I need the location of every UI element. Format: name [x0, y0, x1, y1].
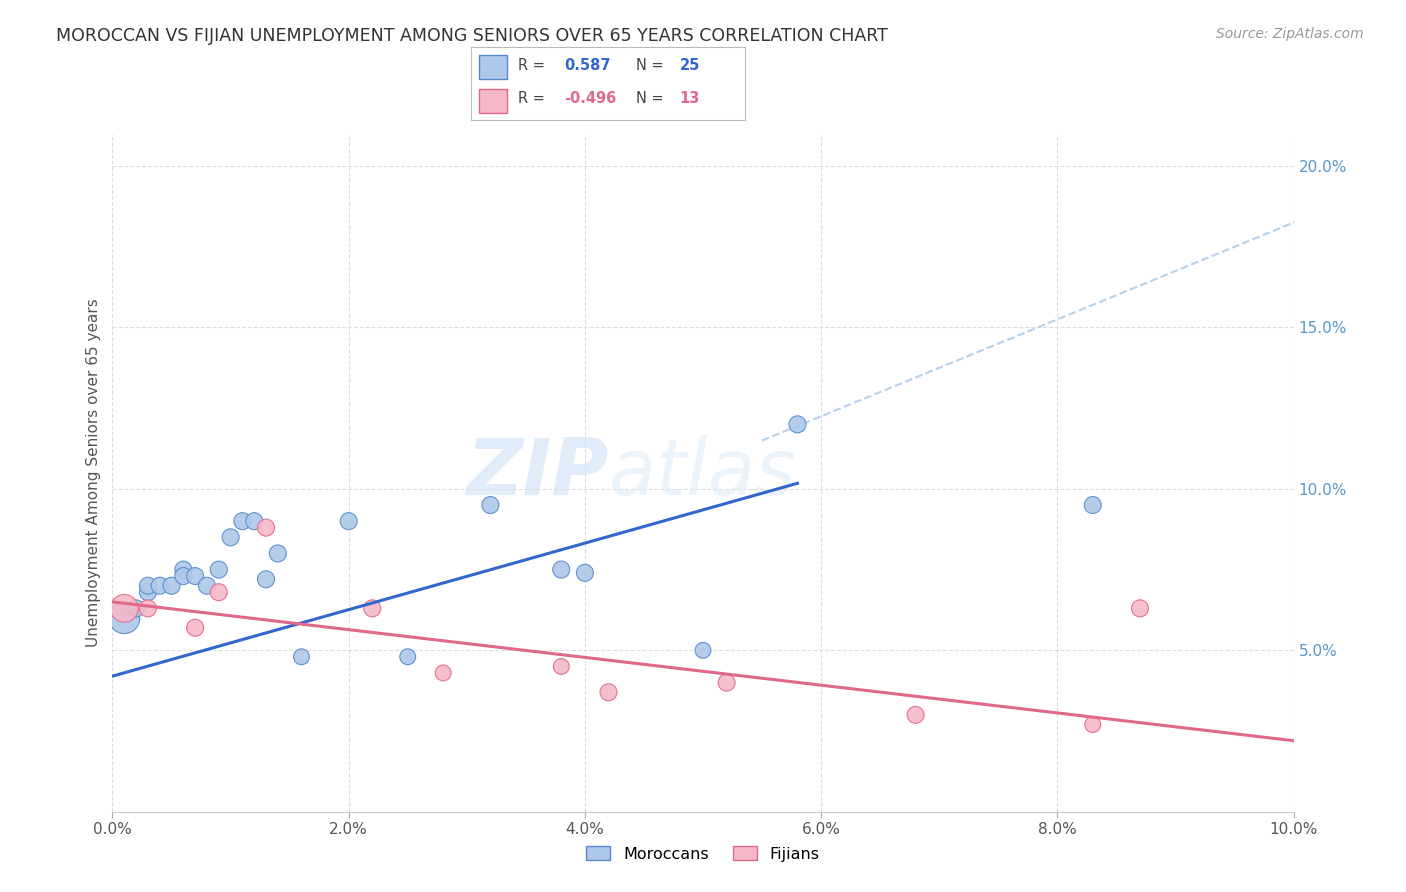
Point — [219, 530, 242, 544]
Legend: Moroccans, Fijians: Moroccans, Fijians — [581, 839, 825, 868]
Text: 13: 13 — [679, 91, 700, 106]
Point — [1129, 601, 1152, 615]
Point — [136, 601, 159, 615]
Point — [172, 569, 194, 583]
Text: N =: N = — [636, 91, 664, 106]
Text: 0.587: 0.587 — [564, 59, 610, 73]
Point — [290, 649, 312, 664]
Point — [208, 563, 231, 577]
FancyBboxPatch shape — [479, 89, 506, 113]
Point — [361, 601, 384, 615]
Point — [1081, 717, 1104, 731]
Text: Source: ZipAtlas.com: Source: ZipAtlas.com — [1216, 27, 1364, 41]
Point — [136, 579, 159, 593]
Text: R =: R = — [517, 59, 544, 73]
Point — [692, 643, 714, 657]
Text: -0.496: -0.496 — [564, 91, 616, 106]
Point — [149, 579, 172, 593]
Text: ZIP: ZIP — [467, 434, 609, 511]
Point — [112, 601, 135, 615]
Point — [786, 417, 808, 432]
Point — [550, 563, 572, 577]
Point — [550, 659, 572, 673]
Point — [195, 579, 218, 593]
Text: atlas: atlas — [609, 434, 796, 511]
Point — [479, 498, 502, 512]
Point — [125, 601, 148, 615]
Point — [1081, 498, 1104, 512]
Point — [267, 546, 290, 560]
Point — [231, 514, 253, 528]
Text: N =: N = — [636, 59, 664, 73]
Point — [396, 649, 419, 664]
Y-axis label: Unemployment Among Seniors over 65 years: Unemployment Among Seniors over 65 years — [86, 299, 101, 647]
Point — [716, 675, 738, 690]
Point — [337, 514, 360, 528]
Point — [904, 707, 927, 722]
Point — [574, 566, 596, 580]
Text: 25: 25 — [679, 59, 700, 73]
Point — [598, 685, 620, 699]
Point — [172, 563, 194, 577]
Point — [184, 621, 207, 635]
Point — [112, 611, 135, 625]
FancyBboxPatch shape — [479, 54, 506, 78]
Point — [254, 521, 277, 535]
Point — [208, 585, 231, 599]
Point — [184, 569, 207, 583]
Point — [160, 579, 183, 593]
Point — [254, 572, 277, 586]
Point — [432, 665, 454, 680]
Point — [243, 514, 266, 528]
Point — [136, 585, 159, 599]
Text: R =: R = — [517, 91, 544, 106]
Text: MOROCCAN VS FIJIAN UNEMPLOYMENT AMONG SENIORS OVER 65 YEARS CORRELATION CHART: MOROCCAN VS FIJIAN UNEMPLOYMENT AMONG SE… — [56, 27, 889, 45]
